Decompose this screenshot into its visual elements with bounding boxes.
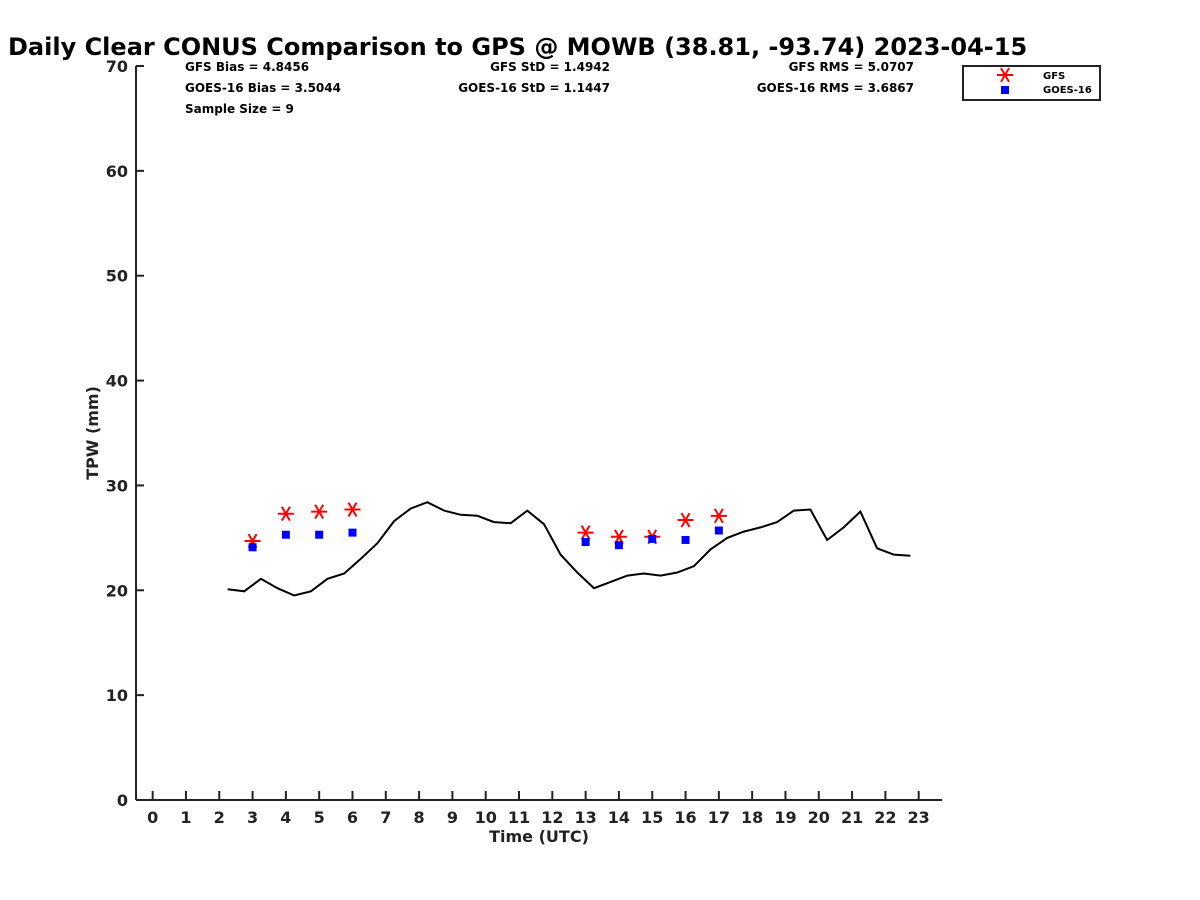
stat-goes-bias: GOES-16 Bias = 3.5044 bbox=[185, 81, 341, 95]
stat-gfs-std: GFS StD = 1.4942 bbox=[490, 60, 610, 74]
x-tick-label: 6 bbox=[347, 808, 358, 827]
stats-block: GFS Bias = 4.8456 GOES-16 Bias = 3.5044 … bbox=[185, 60, 914, 116]
gfs-point bbox=[311, 504, 328, 520]
gfs-point bbox=[710, 508, 727, 524]
x-tick-label: 23 bbox=[908, 808, 930, 827]
goes16-point bbox=[281, 530, 290, 539]
stat-sample-size: Sample Size = 9 bbox=[185, 102, 294, 116]
x-tick-label: 9 bbox=[447, 808, 458, 827]
x-tick-label: 16 bbox=[674, 808, 696, 827]
goes16-point bbox=[614, 541, 623, 550]
x-tick-label: 19 bbox=[774, 808, 796, 827]
y-tick-label: 40 bbox=[106, 372, 128, 391]
legend-box bbox=[962, 65, 1101, 101]
x-tick-label: 11 bbox=[508, 808, 530, 827]
x-axis-label: Time (UTC) bbox=[489, 827, 589, 846]
stat-gfs-bias: GFS Bias = 4.8456 bbox=[185, 60, 309, 74]
y-tick-label: 50 bbox=[106, 267, 128, 286]
gfs-point bbox=[677, 512, 694, 528]
stat-goes-std: GOES-16 StD = 1.1447 bbox=[458, 81, 610, 95]
x-tick-label: 7 bbox=[380, 808, 391, 827]
goes16-point bbox=[581, 538, 590, 547]
chart-title: Daily Clear CONUS Comparison to GPS @ MO… bbox=[8, 33, 1027, 61]
goes16-point bbox=[714, 526, 723, 535]
x-tick-label: 15 bbox=[641, 808, 663, 827]
x-tick-label: 13 bbox=[574, 808, 596, 827]
y-tick-label: 0 bbox=[117, 791, 128, 810]
x-tick-label: 0 bbox=[147, 808, 158, 827]
goes16-point bbox=[248, 543, 257, 552]
y-axis-label: TPW (mm) bbox=[83, 386, 102, 480]
y-tick-label: 10 bbox=[106, 686, 128, 705]
x-tick-label: 1 bbox=[180, 808, 191, 827]
gps-tpw-line bbox=[227, 501, 911, 597]
x-tick-label: 10 bbox=[475, 808, 497, 827]
legend-gfs-marker-icon bbox=[997, 67, 1013, 83]
gfs-point bbox=[577, 525, 594, 541]
x-tick-label: 12 bbox=[541, 808, 563, 827]
gfs-point bbox=[344, 502, 361, 517]
legend-goes-marker-icon bbox=[1001, 86, 1009, 94]
x-tick-label: 4 bbox=[280, 808, 291, 827]
x-tick-label: 8 bbox=[414, 808, 425, 827]
x-tick-label: 21 bbox=[841, 808, 863, 827]
x-tick-label: 17 bbox=[708, 808, 730, 827]
x-tick-label: 22 bbox=[874, 808, 896, 827]
goes16-point bbox=[648, 534, 657, 543]
stat-goes-rms: GOES-16 RMS = 3.6867 bbox=[757, 81, 914, 95]
y-tick-label: 30 bbox=[106, 476, 128, 495]
y-tick-label: 20 bbox=[106, 581, 128, 600]
legend-label-goes: GOES-16 bbox=[1043, 85, 1092, 96]
x-tick-label: 5 bbox=[314, 808, 325, 827]
x-tick-label: 14 bbox=[608, 808, 630, 827]
legend: GFS GOES-16 bbox=[962, 65, 1101, 101]
x-tick-label: 2 bbox=[214, 808, 225, 827]
gfs-point bbox=[277, 506, 294, 522]
legend-label-gfs: GFS bbox=[1043, 71, 1065, 82]
x-tick-label: 20 bbox=[808, 808, 830, 827]
goes16-point bbox=[315, 530, 324, 539]
goes16-point bbox=[681, 535, 690, 544]
x-tick-label: 18 bbox=[741, 808, 763, 827]
y-tick-label: 70 bbox=[106, 57, 128, 76]
y-tick-label: 60 bbox=[106, 162, 128, 181]
x-tick-label: 3 bbox=[247, 808, 258, 827]
goes16-point bbox=[348, 528, 357, 537]
stat-gfs-rms: GFS RMS = 5.0707 bbox=[789, 60, 914, 74]
